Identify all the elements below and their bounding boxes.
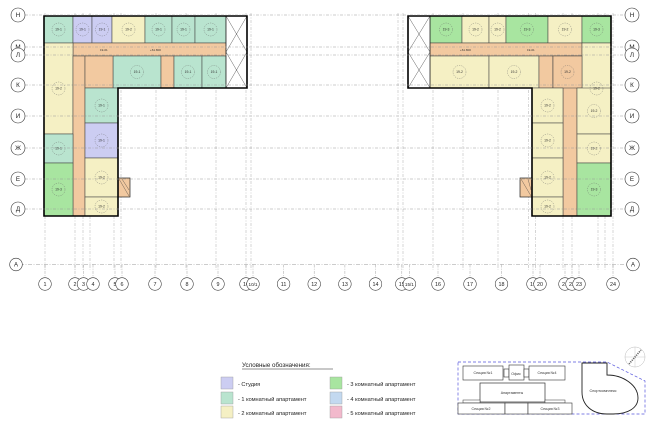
svg-text:4: 4 bbox=[92, 282, 95, 288]
svg-text:- 3 комнатный апартамент: - 3 комнатный апартамент bbox=[347, 381, 416, 388]
svg-text:Ж: Ж bbox=[629, 145, 635, 152]
svg-text:19-1: 19-1 bbox=[55, 28, 62, 32]
svg-text:11: 11 bbox=[281, 282, 287, 288]
svg-text:И: И bbox=[630, 113, 635, 120]
svg-text:Е: Е bbox=[16, 176, 20, 183]
svg-text:15/1: 15/1 bbox=[405, 282, 414, 287]
svg-text:Секция №3: Секция №3 bbox=[540, 407, 559, 411]
svg-text:И: И bbox=[16, 113, 21, 120]
svg-text:1: 1 bbox=[44, 282, 47, 288]
svg-text:19-3: 19-3 bbox=[524, 28, 531, 32]
svg-text:19-2: 19-2 bbox=[511, 70, 518, 74]
svg-text:2: 2 bbox=[74, 282, 77, 288]
svg-text:Д: Д bbox=[16, 206, 21, 213]
svg-text:19-2: 19-2 bbox=[456, 70, 463, 74]
svg-text:18: 18 bbox=[499, 282, 505, 288]
svg-text:24: 24 bbox=[610, 282, 616, 288]
svg-text:19-1: 19-1 bbox=[155, 28, 162, 32]
svg-text:+61.800: +61.800 bbox=[150, 48, 161, 52]
svg-text:14: 14 bbox=[373, 282, 379, 288]
svg-text:19-2: 19-2 bbox=[544, 104, 551, 108]
svg-text:19-1: 19-1 bbox=[134, 70, 141, 74]
svg-text:К: К bbox=[630, 82, 634, 89]
svg-text:19-3: 19-3 bbox=[55, 188, 62, 192]
svg-text:Е: Е bbox=[630, 176, 634, 183]
svg-text:A: A bbox=[631, 263, 635, 269]
svg-text:19-2: 19-2 bbox=[544, 205, 551, 209]
svg-text:H: H bbox=[630, 12, 635, 19]
svg-text:Офис: Офис bbox=[511, 372, 521, 376]
svg-text:19-2: 19-2 bbox=[544, 139, 551, 143]
svg-text:Секция №1: Секция №1 bbox=[473, 371, 492, 375]
svg-text:19-2: 19-2 bbox=[125, 28, 132, 32]
svg-text:13: 13 bbox=[342, 282, 348, 288]
svg-text:19-2: 19-2 bbox=[593, 87, 600, 91]
svg-text:19-2: 19-2 bbox=[472, 28, 479, 32]
svg-text:20: 20 bbox=[537, 282, 543, 288]
svg-text:19-2: 19-2 bbox=[562, 28, 569, 32]
svg-text:19-1: 19-1 bbox=[211, 70, 218, 74]
svg-text:19-1: 19-1 bbox=[98, 104, 105, 108]
svg-text:19-1: 19-1 bbox=[185, 70, 192, 74]
svg-text:Спорткомплекс: Спорткомплекс bbox=[589, 389, 616, 393]
svg-text:Л: Л bbox=[16, 52, 20, 59]
svg-text:19-1: 19-1 bbox=[98, 139, 105, 143]
svg-text:- 2 комнатный апартамент: - 2 комнатный апартамент bbox=[238, 410, 307, 417]
svg-text:- 4 комнатный апартамент: - 4 комнатный апартамент bbox=[347, 396, 416, 403]
svg-text:19-2: 19-2 bbox=[98, 205, 105, 209]
svg-text:H: H bbox=[16, 12, 21, 19]
svg-text:19-1: 19-1 bbox=[99, 28, 106, 32]
svg-text:8: 8 bbox=[186, 282, 189, 288]
svg-text:- Студия: - Студия bbox=[238, 382, 260, 388]
svg-text:9: 9 bbox=[217, 282, 220, 288]
svg-text:Д: Д bbox=[630, 206, 635, 213]
svg-text:23: 23 bbox=[576, 282, 582, 288]
svg-text:19-3: 19-3 bbox=[443, 28, 450, 32]
svg-text:Условные обозначения:: Условные обозначения: bbox=[242, 362, 311, 369]
svg-text:19-2: 19-2 bbox=[55, 87, 62, 91]
svg-text:A: A bbox=[14, 263, 18, 269]
svg-text:+61.800: +61.800 bbox=[460, 48, 471, 52]
svg-text:19-3: 19-3 bbox=[593, 28, 600, 32]
svg-text:- 5 комнатный апартамент: - 5 комнатный апартамент bbox=[347, 410, 416, 417]
svg-text:17: 17 bbox=[467, 282, 473, 288]
svg-text:19-3: 19-3 bbox=[591, 188, 598, 192]
svg-text:19-2: 19-2 bbox=[494, 28, 501, 32]
svg-text:10/1: 10/1 bbox=[249, 282, 258, 287]
svg-text:6: 6 bbox=[121, 282, 124, 288]
svg-text:Л: Л bbox=[630, 52, 634, 59]
svg-text:19-1: 19-1 bbox=[180, 28, 187, 32]
svg-text:- 1 комнатный апартамент: - 1 комнатный апартамент bbox=[238, 396, 307, 403]
svg-text:3: 3 bbox=[82, 282, 85, 288]
svg-text:Ж: Ж bbox=[15, 145, 21, 152]
svg-text:19-1: 19-1 bbox=[55, 147, 62, 151]
svg-text:К: К bbox=[16, 82, 20, 89]
svg-text:19-01: 19-01 bbox=[100, 48, 108, 52]
svg-text:19-1: 19-1 bbox=[79, 28, 86, 32]
svg-text:Апартаменты: Апартаменты bbox=[501, 391, 524, 395]
svg-text:16: 16 bbox=[435, 282, 441, 288]
svg-text:19-1: 19-1 bbox=[207, 28, 214, 32]
svg-text:19-2: 19-2 bbox=[591, 147, 598, 151]
svg-text:Секция №2: Секция №2 bbox=[471, 407, 490, 411]
svg-text:19-01: 19-01 bbox=[527, 48, 535, 52]
svg-text:19-2: 19-2 bbox=[591, 109, 598, 113]
svg-text:12: 12 bbox=[311, 282, 317, 288]
svg-text:19-2: 19-2 bbox=[564, 70, 571, 74]
svg-text:Секция №4: Секция №4 bbox=[537, 371, 556, 375]
svg-text:7: 7 bbox=[154, 282, 157, 288]
